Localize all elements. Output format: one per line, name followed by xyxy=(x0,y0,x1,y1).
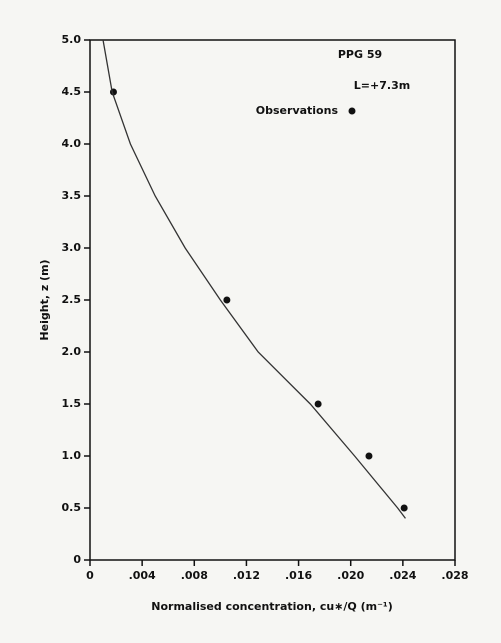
x-tick-label: .016 xyxy=(285,569,312,582)
legend-marker xyxy=(348,107,356,115)
y-tick-label: 4.0 xyxy=(62,137,82,150)
legend-label: Observations xyxy=(256,104,339,117)
y-tick-label: 3.5 xyxy=(62,189,82,202)
annotation: PPG 59 xyxy=(338,48,382,61)
x-tick-label: 0 xyxy=(86,569,94,582)
y-tick-label: 0.5 xyxy=(62,501,82,514)
y-tick-label: 0 xyxy=(73,553,81,566)
y-tick-label: 5.0 xyxy=(62,33,82,46)
y-tick-label: 2.0 xyxy=(62,345,82,358)
x-axis-label: Normalised concentration, cu∗/Q (m⁻¹) xyxy=(151,600,392,613)
plot-frame xyxy=(89,39,456,561)
y-tick-label: 1.0 xyxy=(62,449,82,462)
y-tick-label: 4.5 xyxy=(62,85,82,98)
y-tick-label: 1.5 xyxy=(62,397,82,410)
y-axis-label: Height, z (m) xyxy=(38,259,51,340)
annotation: L=+7.3m xyxy=(354,79,410,92)
x-tick-label: .012 xyxy=(233,569,260,582)
observation-point xyxy=(223,296,231,304)
x-tick-label: .020 xyxy=(337,569,364,582)
observation-point xyxy=(314,400,322,408)
y-tick-label: 2.5 xyxy=(62,293,82,306)
model-curve xyxy=(102,39,406,519)
y-tick-label: 3.0 xyxy=(62,241,82,254)
x-tick-label: .008 xyxy=(181,569,208,582)
x-tick-label: .028 xyxy=(441,569,468,582)
x-tick-label: .004 xyxy=(129,569,156,582)
observation-point xyxy=(400,504,408,512)
observation-point xyxy=(365,452,373,460)
x-tick-label: .024 xyxy=(389,569,416,582)
